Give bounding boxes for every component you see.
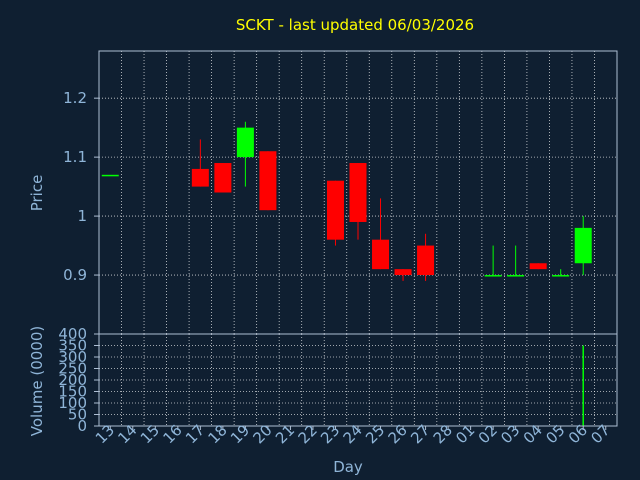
- volume-tick-label: 100: [58, 394, 87, 412]
- price-panel: 0.9 1 1.1 1.2: [63, 50, 618, 335]
- candle-body: [326, 180, 344, 240]
- price-tick-label: 1.1: [63, 148, 87, 166]
- volume-axis-label: Volume (0000): [28, 326, 46, 436]
- candle-body: [417, 245, 435, 276]
- candle-body: [394, 269, 412, 276]
- price-tick-label: 0.9: [63, 266, 87, 284]
- candle-body: [372, 239, 390, 270]
- candle-body: [259, 151, 277, 211]
- candle-body: [529, 263, 547, 270]
- x-axis: 1314151617181920212223242526272801020304…: [92, 421, 614, 447]
- volume-tick-label: 400: [58, 325, 87, 343]
- candle-body: [574, 227, 592, 264]
- candle-body: [484, 275, 502, 277]
- volume-tick-label: 350: [58, 337, 87, 355]
- candle-body: [236, 127, 254, 158]
- candle-body: [552, 275, 570, 277]
- volume-tick-label: 0: [77, 417, 87, 435]
- price-tick-label: 1: [77, 207, 87, 225]
- candle-body: [214, 163, 232, 193]
- candle-body: [349, 163, 367, 222]
- volume-tick-label: 300: [58, 348, 87, 366]
- volume-tick-label: 200: [58, 371, 87, 389]
- candle-body: [191, 168, 209, 187]
- price-axis-label: Price: [28, 175, 46, 212]
- price-tick-label: 1.2: [63, 89, 87, 107]
- volume-tick-label: 50: [68, 406, 87, 424]
- chart-title: SCKT - last updated 06/03/2026: [236, 16, 474, 34]
- candle-body: [507, 275, 525, 277]
- x-axis-label: Day: [333, 458, 363, 476]
- volume-tick-label: 250: [58, 360, 87, 378]
- volume-tick-label: 150: [58, 383, 87, 401]
- candle-body: [101, 174, 119, 177]
